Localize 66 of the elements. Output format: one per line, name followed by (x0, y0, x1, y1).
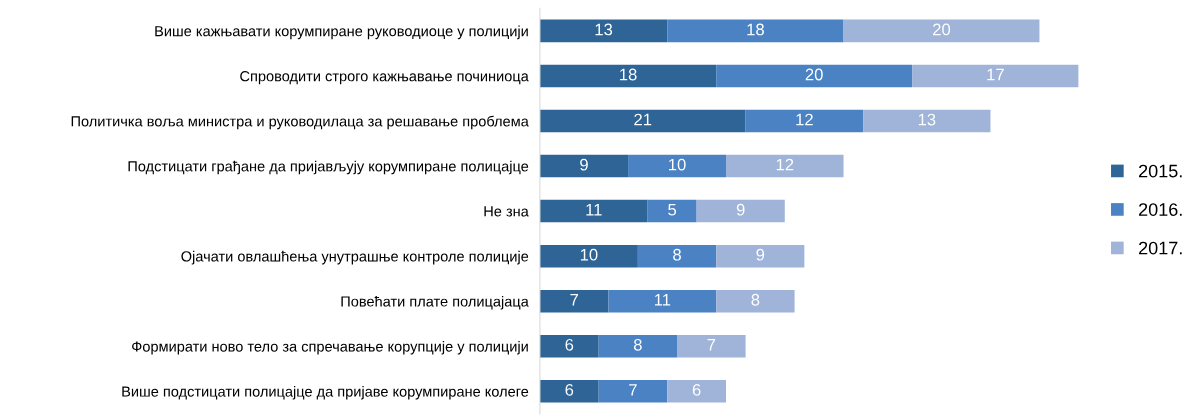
data-label: 7 (707, 339, 716, 351)
bar (539, 19, 668, 43)
data-label: 18 (747, 23, 764, 36)
legend-label: 2016. (1139, 203, 1182, 216)
bar (598, 380, 668, 403)
data-label: 5 (668, 203, 677, 216)
bar (863, 109, 991, 133)
data-label: 12 (796, 113, 813, 126)
data-label: 9 (756, 248, 765, 261)
data-label: 9 (580, 158, 588, 171)
data-label: 13 (595, 23, 613, 36)
data-label: 7 (570, 294, 578, 306)
data-label: 17 (987, 68, 1004, 81)
bar (539, 199, 648, 223)
legend-label: 2017. (1139, 241, 1182, 255)
bar (598, 334, 678, 358)
bar (539, 380, 599, 403)
data-label: 21 (634, 113, 652, 126)
data-label: 8 (673, 248, 681, 261)
data-label: 11 (586, 203, 602, 216)
data-label: 18 (620, 68, 637, 81)
y-tick-label: Ојачати овлашћења унутрашње контроле полиције (181, 250, 529, 265)
y-tick-label: Повећати плате полицајаца (341, 295, 529, 310)
bar (539, 289, 609, 313)
bar (745, 109, 864, 133)
data-label: 20 (933, 23, 951, 36)
bar (716, 64, 913, 88)
bar (843, 19, 1040, 43)
y-tick-label: Формирати ново тело за спречавање корупције у полицији (132, 340, 528, 355)
bar (726, 154, 844, 178)
data-label: 13 (918, 113, 936, 126)
y-tick-label: Спроводити строго кажњавање починиоца (240, 71, 529, 85)
data-label: 8 (633, 338, 642, 351)
data-label: 6 (565, 383, 574, 396)
data-label: 6 (692, 383, 701, 396)
data-label: 12 (776, 158, 794, 171)
data-label: 11 (654, 294, 671, 306)
y-tick-label: Подстицати грађане да пријављују корумпиране полицајце (128, 160, 529, 175)
data-label: 7 (629, 384, 637, 396)
bar (608, 289, 717, 313)
data-label: 10 (669, 158, 686, 171)
bar (716, 289, 795, 313)
y-tick-label: Не зна (484, 206, 529, 217)
bar (667, 19, 844, 43)
bar (539, 244, 638, 268)
bar (628, 154, 727, 178)
bar (677, 334, 746, 358)
data-label: 9 (736, 203, 745, 216)
legend-label: 2015. (1139, 164, 1182, 178)
bar (539, 64, 717, 88)
bar (539, 154, 629, 178)
bar (667, 380, 727, 403)
bar (539, 334, 599, 358)
data-label: 6 (565, 338, 574, 351)
data-label: 8 (751, 293, 760, 306)
y-tick-label: Више подстицати полицајце да пријаве корумпиране колеге (122, 386, 529, 400)
bar (912, 64, 1079, 88)
bar (539, 109, 746, 133)
y-tick-label: Више кажњавати корумпиране руководиоце у полицији (155, 25, 528, 40)
y-tick-label: Политичка воља министра и руководилаца за решавање проблема (71, 115, 529, 130)
data-label: 20 (805, 68, 823, 81)
bar (716, 244, 805, 268)
bar (647, 199, 697, 223)
data-label: 10 (580, 248, 598, 261)
bar (696, 199, 785, 223)
bar (637, 244, 717, 268)
